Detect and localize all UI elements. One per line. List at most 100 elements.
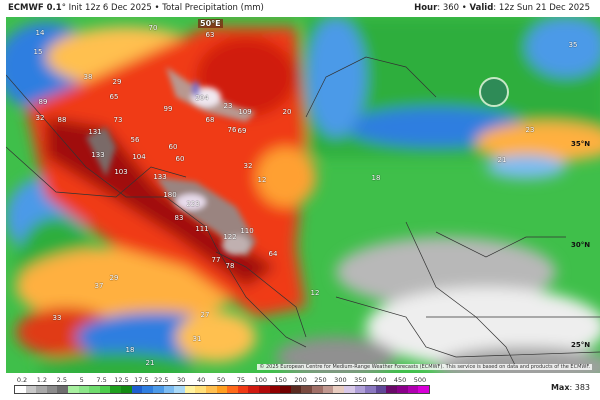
precip-value-label: 20: [282, 108, 292, 116]
precip-value-label: 60: [168, 143, 178, 151]
hour-label: Hour: [414, 3, 438, 13]
legend-swatch: [322, 386, 334, 393]
legend-swatch: [354, 386, 366, 393]
legend-tick-label: 75: [236, 376, 246, 384]
precip-value-label: 29: [109, 274, 119, 282]
precip-value-label: 56: [130, 136, 140, 144]
precip-legend: 0.2 1.2 2.5 5 7.5 12.5 17.5 22.5 30 40 50 75 100 150 2…: [14, 376, 430, 394]
precip-value-label: 69: [237, 127, 247, 135]
precip-value-label: 12: [257, 176, 267, 184]
precip-value-label: 21: [145, 359, 155, 367]
legend-swatch: [237, 386, 249, 393]
precip-value-label: 73: [113, 116, 123, 124]
header-bar: ECMWF 0.1° Init 12z 6 Dec 2025 • Total P…: [0, 0, 600, 17]
precip-value-label: 70: [148, 24, 158, 32]
separator: •: [461, 3, 467, 13]
precip-value-label: 38: [83, 73, 93, 81]
precip-value-label: 88: [57, 116, 67, 124]
lat-label-25n: 25°N: [571, 341, 591, 349]
legend-swatch: [343, 386, 355, 393]
degree-sign: °: [61, 3, 66, 13]
legend-swatch: [312, 386, 323, 393]
precip-value-label: 35: [568, 41, 578, 49]
legend-swatch: [259, 386, 270, 393]
legend-tick-label: 22.5: [154, 376, 169, 384]
precip-value-label: 122: [223, 233, 237, 241]
precip-value-label: 131: [88, 128, 102, 136]
lon-label-50e: 50°E: [198, 19, 223, 28]
legend-swatch: [121, 386, 132, 393]
legend-tick-label: 7.5: [96, 376, 107, 384]
legend-swatch: [46, 386, 58, 393]
precip-value-label: 133: [91, 151, 105, 159]
legend-swatch: [163, 386, 175, 393]
legend-swatch: [110, 386, 122, 393]
precip-value-label: 33: [52, 314, 62, 322]
legend-swatch: [57, 386, 69, 393]
legend-tick-label: 200: [294, 376, 307, 384]
product-name: Total Precipitation (mm): [162, 3, 264, 13]
legend-swatch: [195, 386, 206, 393]
precip-value-label: 111: [195, 225, 209, 233]
weather-site-logo-icon: [479, 77, 509, 107]
legend-swatch: [78, 386, 90, 393]
legend-swatch: [142, 386, 153, 393]
legend-tick-label: 500: [413, 376, 427, 384]
legend-swatch: [68, 386, 79, 393]
max-value: : 383: [569, 383, 590, 392]
legend-swatch: [227, 386, 238, 393]
legend-swatch: [184, 386, 196, 393]
legend-colorbar: [14, 385, 430, 394]
precip-value-label: 99: [163, 105, 173, 113]
legend-swatch: [152, 386, 164, 393]
precip-value-label: 18: [371, 174, 381, 182]
precip-value-label: 37: [94, 282, 104, 290]
legend-swatch: [301, 386, 313, 393]
valid-value: : 12z Sun 21 Dec 2025: [493, 3, 590, 13]
separator: •: [154, 3, 160, 13]
legend-swatch: [89, 386, 100, 393]
precip-value-label: 76: [227, 126, 237, 134]
precip-value-label: 223: [186, 200, 200, 208]
legend-swatch: [290, 386, 302, 393]
precipitation-map: 70 63 14 15 38 29 65 89 32 88 73 204 23 109 20 99 68 76 69…: [6, 17, 600, 373]
legend-swatch: [174, 386, 185, 393]
legend-tick-label: 12.5: [114, 376, 129, 384]
legend-swatch: [248, 386, 260, 393]
precip-value-label: 180: [163, 191, 177, 199]
legend-swatch: [99, 386, 111, 393]
precip-value-label: 103: [114, 168, 128, 176]
legend-swatch: [205, 386, 217, 393]
precip-value-label: 68: [205, 116, 215, 124]
precip-value-label: 78: [225, 262, 235, 270]
precip-value-label: 14: [35, 29, 45, 37]
legend-tick-label: 30: [177, 376, 186, 384]
precip-field: [6, 17, 600, 373]
legend-swatch: [407, 386, 419, 393]
legend-swatch: [333, 386, 344, 393]
legend-swatch: [280, 386, 291, 393]
legend-tick-label: 2.5: [56, 376, 67, 384]
legend-swatch: [418, 386, 429, 393]
legend-swatch: [365, 386, 376, 393]
legend-tick-label: 50: [216, 376, 226, 384]
max-label: Max: [550, 383, 570, 392]
header-left: ECMWF 0.1° Init 12z 6 Dec 2025 • Total P…: [8, 0, 264, 17]
legend-swatch: [269, 386, 281, 393]
precip-value-label: 77: [211, 256, 221, 264]
legend-tick-label: 1.2: [36, 376, 48, 384]
precip-value-label: 64: [268, 250, 278, 258]
legend-tick-label: 17.5: [134, 376, 149, 384]
legend-swatch: [216, 386, 228, 393]
copyright-notice: © 2025 European Centre for Medium-Range …: [257, 364, 592, 370]
lat-label-35n: 35°N: [571, 140, 591, 148]
precip-value-label: 23: [525, 126, 535, 134]
precip-value-label: 65: [109, 93, 119, 101]
legend-ticks: 0.2 1.2 2.5 5 7.5 12.5 17.5 22.5 30 40 50 75 100 150 2…: [14, 376, 428, 385]
legend-tick-label: 5: [79, 376, 84, 384]
legend-tick-label: 450: [393, 376, 407, 384]
valid-label: Valid: [469, 3, 494, 13]
legend-tick-label: 150: [274, 376, 287, 384]
precip-value-label: 83: [174, 214, 184, 222]
legend-tick-label: 0.2: [16, 376, 28, 384]
